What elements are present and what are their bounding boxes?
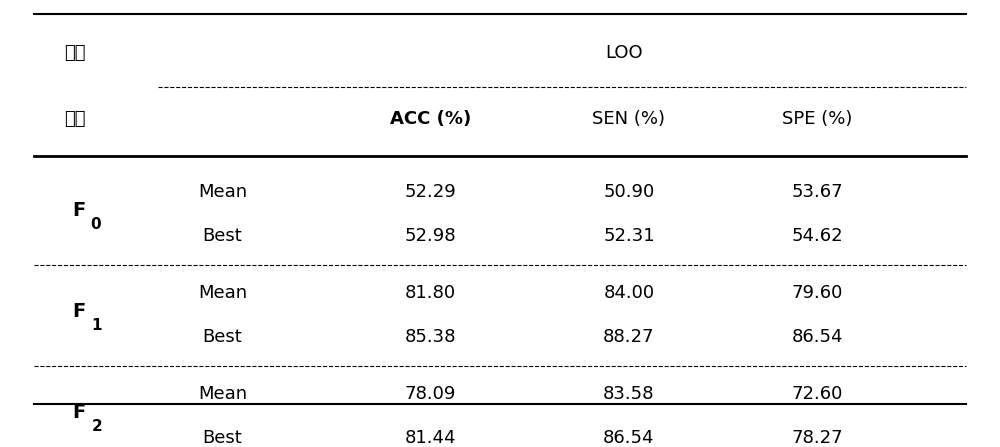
Text: LOO: LOO — [605, 44, 643, 62]
Text: Best: Best — [202, 228, 242, 245]
Text: 54.62: 54.62 — [792, 228, 843, 245]
Text: 特征: 特征 — [64, 110, 85, 128]
Text: 86.54: 86.54 — [603, 429, 655, 447]
Text: 81.80: 81.80 — [405, 284, 456, 302]
Text: 88.27: 88.27 — [603, 329, 655, 346]
Text: 79.60: 79.60 — [792, 284, 843, 302]
Text: SEN (%): SEN (%) — [592, 110, 665, 128]
Text: 84.00: 84.00 — [603, 284, 654, 302]
Text: Best: Best — [202, 329, 242, 346]
Text: 81.44: 81.44 — [405, 429, 456, 447]
Text: Mean: Mean — [198, 385, 247, 403]
Text: 78.27: 78.27 — [792, 429, 843, 447]
Text: 86.54: 86.54 — [792, 329, 843, 346]
Text: 50.90: 50.90 — [603, 183, 655, 201]
Text: 83.58: 83.58 — [603, 385, 655, 403]
Text: ACC (%): ACC (%) — [390, 110, 471, 128]
Text: 52.29: 52.29 — [405, 183, 456, 201]
Text: $\mathbf{0}$: $\mathbf{0}$ — [90, 216, 102, 232]
Text: Best: Best — [202, 429, 242, 447]
Text: $\mathbf{F}$: $\mathbf{F}$ — [72, 403, 85, 422]
Text: Mean: Mean — [198, 183, 247, 201]
Text: 78.09: 78.09 — [405, 385, 456, 403]
Text: $\mathbf{1}$: $\mathbf{1}$ — [91, 317, 102, 333]
Text: 分类: 分类 — [64, 44, 85, 62]
Text: 85.38: 85.38 — [405, 329, 456, 346]
Text: $\mathbf{F}$: $\mathbf{F}$ — [72, 302, 85, 320]
Text: $\mathbf{F}$: $\mathbf{F}$ — [72, 201, 85, 219]
Text: SPE (%): SPE (%) — [782, 110, 853, 128]
Text: $\mathbf{2}$: $\mathbf{2}$ — [91, 418, 102, 434]
Text: 52.98: 52.98 — [405, 228, 456, 245]
Text: Mean: Mean — [198, 284, 247, 302]
Text: 52.31: 52.31 — [603, 228, 655, 245]
Text: 53.67: 53.67 — [792, 183, 843, 201]
Text: 72.60: 72.60 — [792, 385, 843, 403]
